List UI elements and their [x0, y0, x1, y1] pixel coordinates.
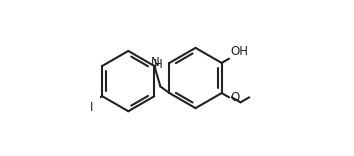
- Text: OH: OH: [230, 45, 248, 58]
- Text: I: I: [90, 101, 93, 114]
- Text: O: O: [230, 90, 239, 104]
- Text: H: H: [154, 58, 163, 71]
- Text: N: N: [151, 56, 159, 68]
